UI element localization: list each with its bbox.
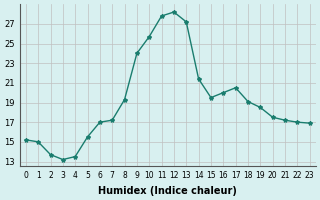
X-axis label: Humidex (Indice chaleur): Humidex (Indice chaleur) — [98, 186, 237, 196]
